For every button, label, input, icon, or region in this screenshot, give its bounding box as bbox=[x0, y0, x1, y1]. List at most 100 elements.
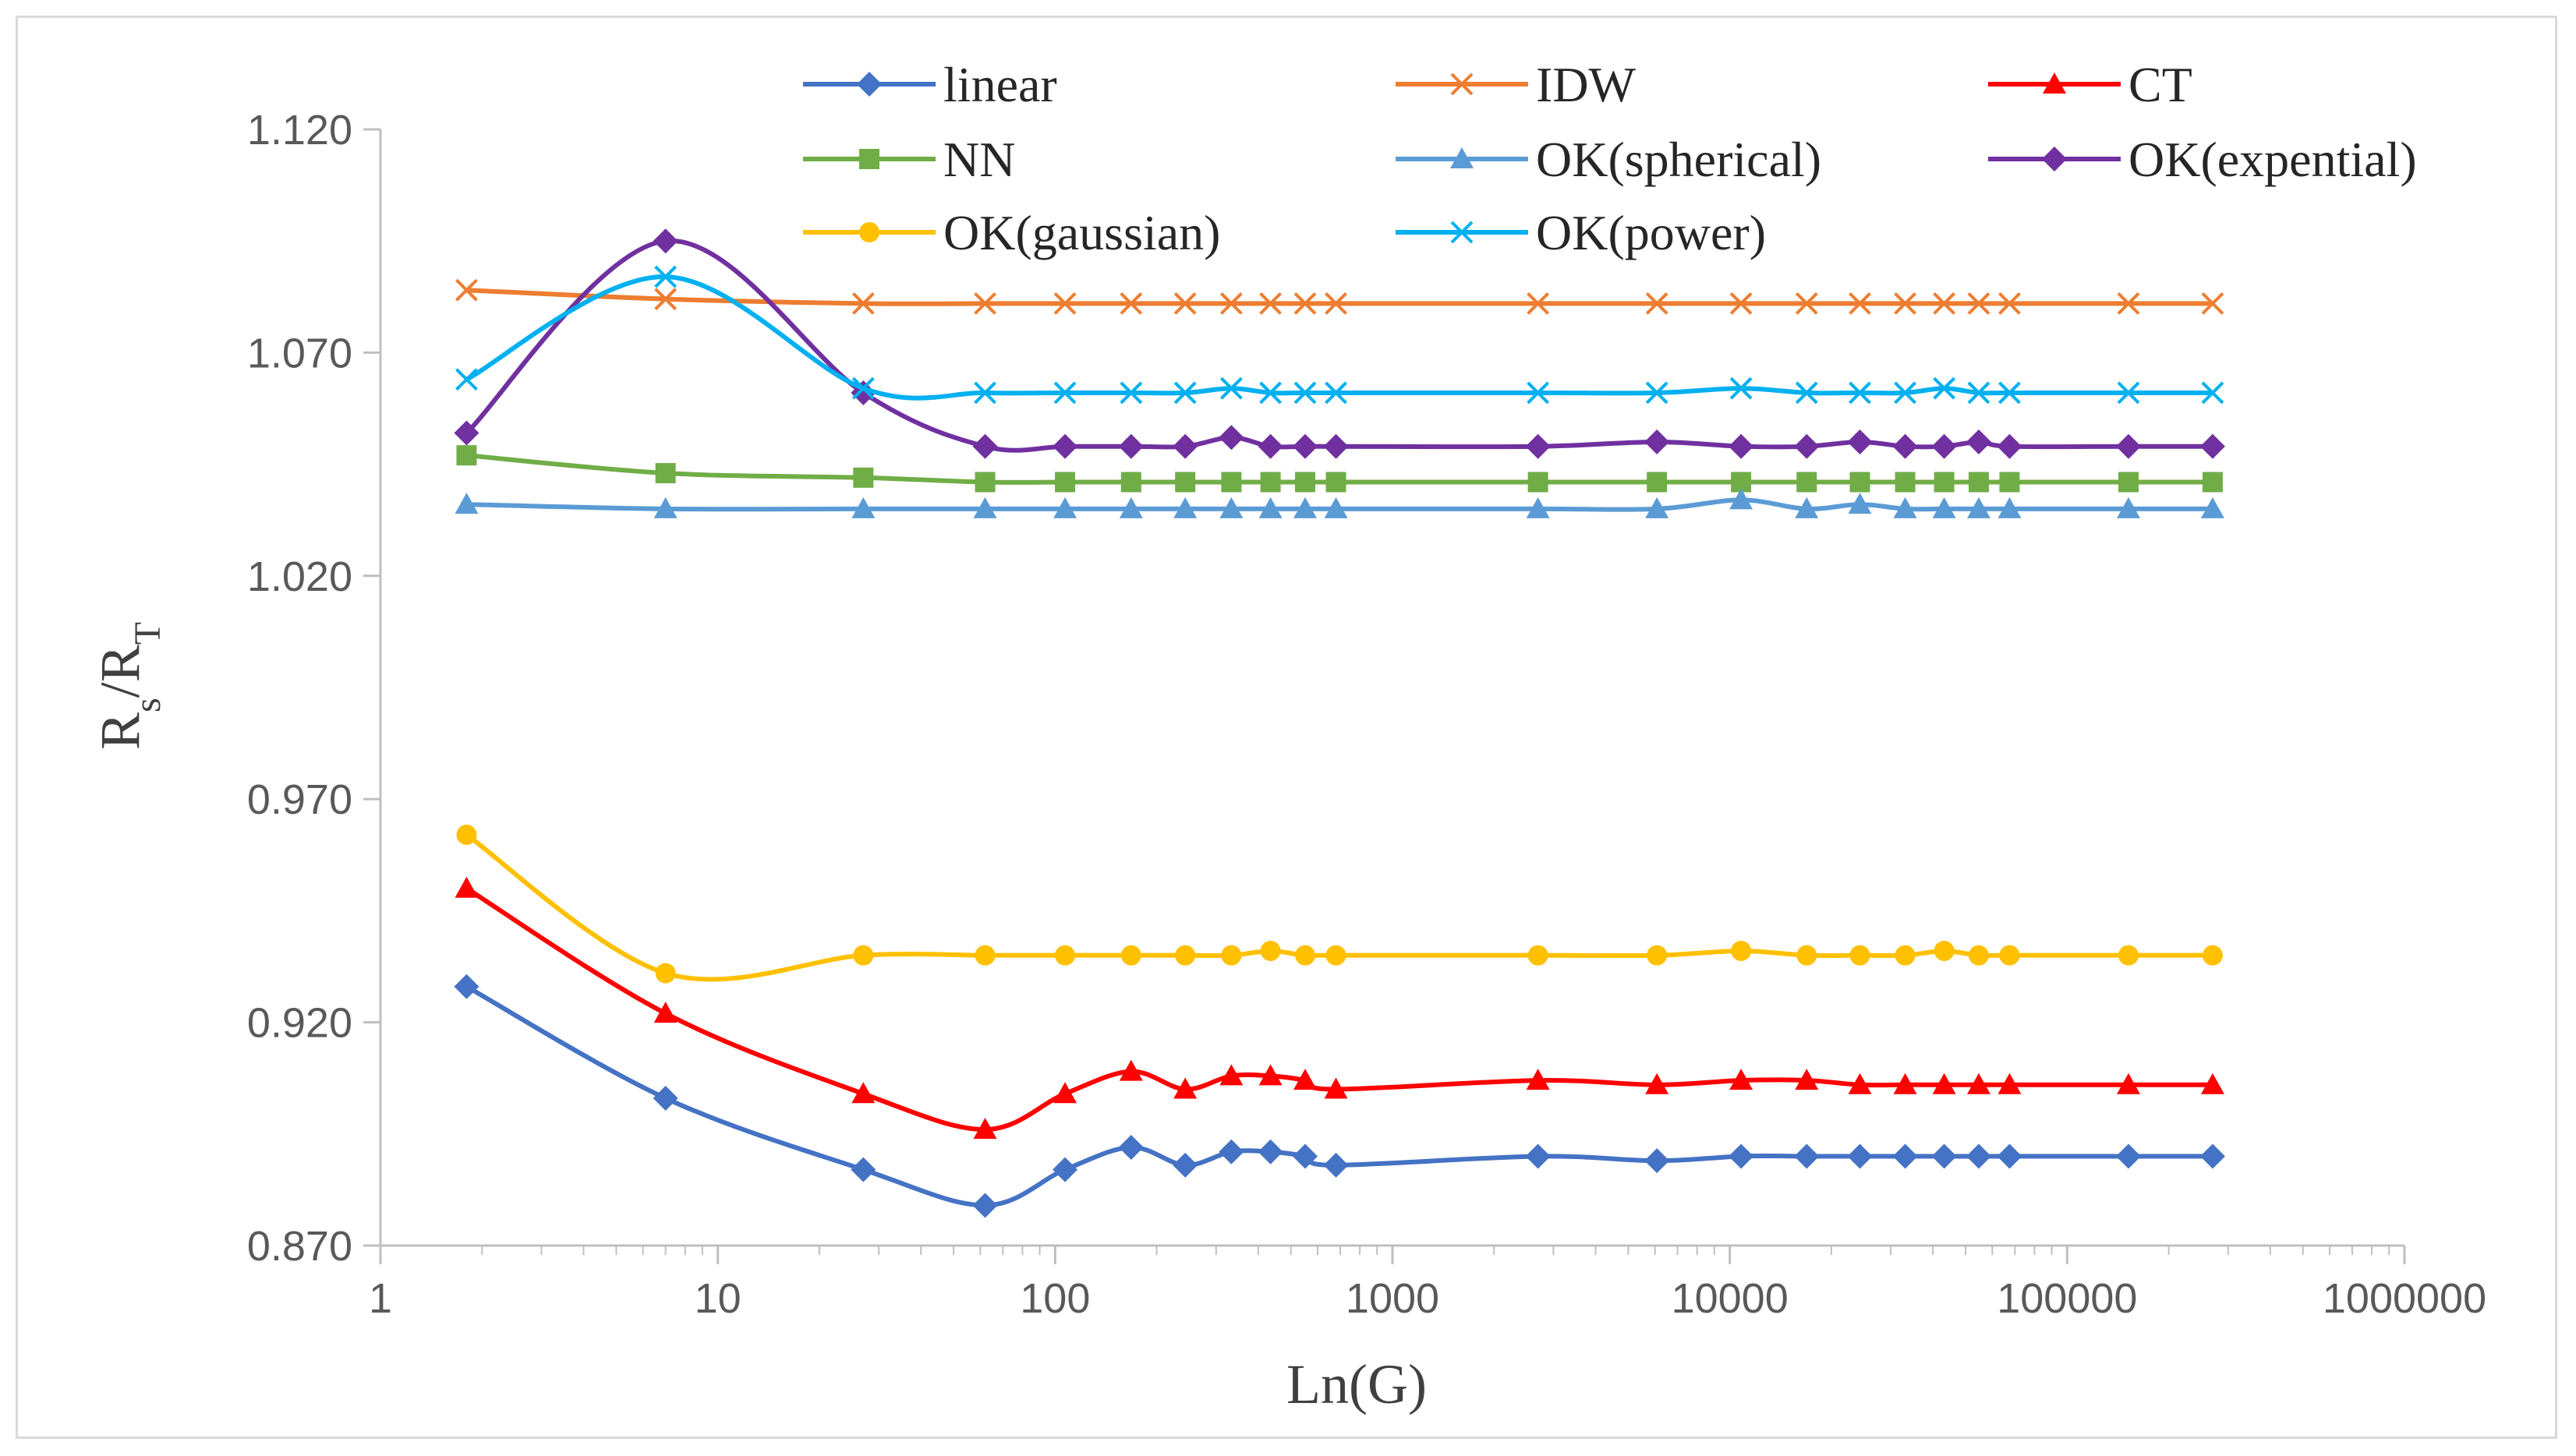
data-point bbox=[1219, 497, 1244, 518]
data-point bbox=[1173, 1077, 1198, 1099]
legend-item-ok-spherical: OK(spherical) bbox=[1396, 132, 1821, 187]
data-point bbox=[1967, 292, 1990, 315]
data-point bbox=[456, 825, 477, 846]
data-point bbox=[1647, 472, 1668, 493]
data-point bbox=[1848, 1073, 1872, 1094]
data-point bbox=[1175, 472, 1196, 493]
data-point bbox=[1796, 945, 1817, 966]
legend-marker bbox=[1450, 147, 1474, 168]
legend-label: NN bbox=[943, 132, 1015, 187]
legend-label: OK(gaussian) bbox=[943, 205, 1220, 260]
y-tick-label: 0.970 bbox=[247, 776, 352, 823]
data-point bbox=[1119, 497, 1143, 518]
data-point bbox=[1998, 292, 2021, 315]
y-tick-label: 0.870 bbox=[247, 1223, 352, 1270]
data-point bbox=[1729, 1069, 1753, 1090]
data-point bbox=[1644, 429, 1670, 454]
series-line-ok-spherical bbox=[466, 497, 2213, 512]
data-point bbox=[1968, 945, 1989, 966]
data-point bbox=[654, 265, 678, 288]
legend-item-ok-expential: OK(expential) bbox=[1988, 132, 2417, 187]
data-point bbox=[1293, 381, 1317, 405]
data-point bbox=[2202, 945, 2223, 966]
data-point bbox=[1293, 1143, 1318, 1169]
data-point bbox=[1729, 1143, 1754, 1169]
legend-item-linear: linear bbox=[803, 57, 1057, 112]
data-point bbox=[1219, 425, 1244, 451]
data-point bbox=[1894, 292, 1916, 315]
y-axis-title: Rs/RT bbox=[89, 622, 168, 750]
data-point bbox=[1053, 292, 1077, 315]
x-axis-ticks: 1 10 100 1000 10000 100000 1000000 bbox=[369, 1246, 2486, 1322]
data-point bbox=[1053, 1157, 1078, 1182]
data-point bbox=[1526, 497, 1550, 518]
data-point bbox=[455, 368, 478, 391]
data-point bbox=[2200, 497, 2224, 518]
y-axis-title-sub-s: s bbox=[127, 698, 168, 712]
series-ok-gaussian bbox=[456, 825, 2223, 984]
data-point bbox=[1997, 1073, 2022, 1094]
series-line-ok-power bbox=[465, 274, 2213, 401]
legend-label: CT bbox=[2128, 57, 2192, 112]
chart-area bbox=[16, 16, 2557, 1439]
series-line-nn bbox=[466, 453, 2213, 485]
legend-item-idw: IDW bbox=[1396, 57, 1637, 112]
data-point bbox=[1645, 1073, 1669, 1094]
data-point bbox=[1796, 472, 1817, 493]
data-point bbox=[1526, 1069, 1550, 1090]
data-point bbox=[1293, 497, 1318, 518]
data-point bbox=[1260, 472, 1281, 493]
data-point bbox=[973, 497, 997, 518]
data-point bbox=[1966, 1143, 1991, 1169]
data-point bbox=[1219, 1139, 1244, 1164]
data-point bbox=[1295, 472, 1316, 493]
data-point bbox=[1219, 292, 1243, 315]
data-point bbox=[1325, 945, 1346, 966]
data-point bbox=[1295, 945, 1316, 966]
series-nn bbox=[456, 445, 2223, 493]
legend-marker bbox=[2043, 72, 2066, 94]
data-point bbox=[1968, 472, 1989, 493]
data-point bbox=[1895, 472, 1916, 493]
data-point bbox=[655, 463, 676, 484]
data-point bbox=[1173, 292, 1197, 315]
data-point bbox=[455, 278, 478, 302]
data-point bbox=[1258, 433, 1283, 459]
legend-label: OK(expential) bbox=[2128, 132, 2417, 187]
data-point bbox=[973, 1118, 997, 1140]
x-tick-label: 100 bbox=[1020, 1275, 1090, 1322]
legend-label: IDW bbox=[1536, 57, 1637, 112]
data-point bbox=[2199, 433, 2225, 459]
data-point bbox=[1219, 376, 1243, 400]
y-tick-label: 1.020 bbox=[247, 553, 352, 600]
data-point bbox=[1893, 497, 1917, 518]
data-point bbox=[1794, 1143, 1820, 1169]
data-point bbox=[2117, 1073, 2141, 1094]
series-ok-power bbox=[455, 265, 2224, 405]
data-point bbox=[1931, 1143, 1957, 1169]
x-tick-label: 100000 bbox=[1997, 1275, 2137, 1322]
series-linear bbox=[454, 974, 2225, 1218]
data-point bbox=[1260, 940, 1281, 961]
data-point bbox=[1997, 1143, 2022, 1169]
data-point bbox=[1120, 292, 1143, 315]
x-axis-title: Ln(G) bbox=[1286, 1353, 1427, 1415]
data-point bbox=[1053, 433, 1078, 459]
legend-label: OK(spherical) bbox=[1536, 132, 1821, 187]
series-ok-expential bbox=[454, 228, 2225, 459]
data-point bbox=[1527, 945, 1548, 966]
data-point bbox=[1729, 433, 1754, 459]
data-point bbox=[1175, 945, 1196, 966]
data-point bbox=[1894, 381, 1916, 405]
data-point bbox=[2118, 472, 2139, 493]
data-point bbox=[972, 1193, 998, 1218]
data-point bbox=[1999, 945, 2020, 966]
data-point bbox=[1325, 472, 1346, 493]
data-point bbox=[1258, 1064, 1283, 1086]
data-point bbox=[1931, 433, 1957, 459]
data-point bbox=[1120, 472, 1141, 493]
data-point bbox=[1258, 497, 1283, 518]
data-point bbox=[1895, 945, 1916, 966]
data-point bbox=[2116, 1143, 2142, 1169]
data-point bbox=[1934, 940, 1955, 961]
